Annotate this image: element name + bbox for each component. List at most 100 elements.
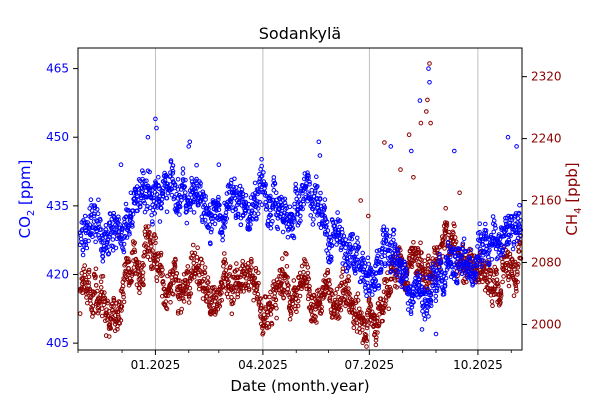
ch4-point: [243, 275, 249, 281]
co2-point: [389, 257, 395, 262]
ch4-point: [219, 290, 224, 296]
ch4-point: [167, 271, 173, 277]
ch4-point: [126, 259, 132, 265]
co2-point: [223, 220, 228, 225]
co2-point: [311, 204, 317, 210]
ch4-point: [98, 285, 104, 290]
ch4-point: [137, 290, 142, 296]
co2-point: [198, 184, 203, 189]
co2-point: [353, 271, 358, 276]
co2-point: [228, 180, 234, 186]
co2-point: [408, 311, 414, 317]
ch4-point: [286, 283, 291, 288]
co2-point: [343, 262, 348, 268]
ch4-point: [119, 304, 124, 310]
co2-point: [381, 227, 387, 233]
co2-point: [453, 272, 459, 277]
ch4-point: [347, 291, 352, 297]
co2-point: [236, 200, 241, 206]
co2-point: [150, 222, 155, 227]
co2-point: [110, 248, 116, 253]
ch4-point: [346, 278, 352, 284]
ch4-point: [424, 109, 429, 114]
co2-point: [170, 163, 176, 168]
co2-point: [314, 174, 319, 179]
ch4-point: [346, 290, 351, 296]
co2-point: [177, 212, 182, 217]
co2-point: [408, 284, 413, 289]
co2-point: [292, 217, 297, 222]
co2-point: [355, 245, 361, 250]
co2-point: [208, 229, 214, 235]
ch4-point: [512, 259, 518, 265]
co2-point: [96, 224, 102, 230]
ch4-point: [231, 297, 237, 303]
co2-point: [477, 229, 482, 235]
ch4-point: [256, 280, 261, 286]
ch4-point: [187, 285, 193, 291]
ch4-point: [223, 268, 229, 273]
ch4-point: [267, 294, 272, 300]
ch4-point: [386, 292, 392, 298]
co2-point: [172, 182, 178, 187]
chart-title: Sodankylä: [259, 24, 341, 43]
co2-point: [130, 211, 136, 217]
co2-point: [159, 205, 164, 211]
co2-point: [472, 279, 478, 285]
ch4-point: [355, 291, 361, 297]
ch4-point: [124, 276, 130, 282]
ch4-point: [137, 273, 142, 279]
co2-point: [272, 181, 278, 187]
co2-point: [142, 200, 147, 206]
ch4-point: [428, 120, 433, 126]
left-axis-title: CO2 [ppm]: [16, 160, 37, 239]
co2-point: [278, 194, 284, 200]
ch4-point: [461, 280, 467, 286]
ch4-point: [129, 278, 134, 284]
ch4-point: [98, 279, 104, 285]
ch4-point: [258, 303, 264, 308]
co2-point: [454, 278, 460, 283]
left-axis-title-unit: [ppm]: [16, 160, 34, 210]
co2-point: [87, 222, 93, 227]
ch4-point: [295, 298, 301, 304]
ch4-point: [288, 310, 294, 315]
co2-point: [82, 213, 88, 219]
co2-point: [415, 271, 420, 276]
ch4-point: [444, 220, 450, 226]
ch4-point: [338, 300, 344, 305]
co2-point: [460, 241, 466, 246]
ch4-point: [232, 288, 237, 294]
co2-point: [170, 176, 175, 182]
ch4-point: [388, 289, 394, 295]
x-axis-title: Date (month.year): [230, 377, 369, 395]
right-y-tick-label: 2320: [531, 70, 562, 84]
co2-point: [287, 204, 293, 210]
co2-point: [416, 277, 422, 283]
ch4-point: [426, 263, 431, 269]
ch4-point: [283, 250, 288, 256]
co2-point: [194, 176, 199, 182]
ch4-point: [149, 243, 154, 249]
co2-point: [373, 278, 379, 283]
co2-point: [366, 273, 371, 278]
ch4-point: [118, 318, 124, 323]
ch4-point: [262, 318, 267, 324]
co2-point: [483, 221, 488, 227]
co2-point: [220, 233, 225, 238]
ch4-point: [113, 318, 119, 323]
co2-point: [419, 327, 425, 332]
ch4-point: [100, 274, 106, 279]
co2-point: [116, 217, 121, 222]
ch4-point: [145, 254, 151, 260]
ch4-point: [171, 292, 176, 297]
ch4-point: [280, 268, 285, 273]
co2-point: [149, 195, 154, 201]
co2-point: [409, 148, 414, 154]
right-y-tick-label: 2240: [531, 132, 562, 146]
ch4-point: [344, 278, 350, 283]
co2-point: [163, 174, 168, 180]
ch4-point: [501, 274, 506, 279]
co2-point: [513, 211, 519, 216]
co2-point: [457, 246, 463, 252]
